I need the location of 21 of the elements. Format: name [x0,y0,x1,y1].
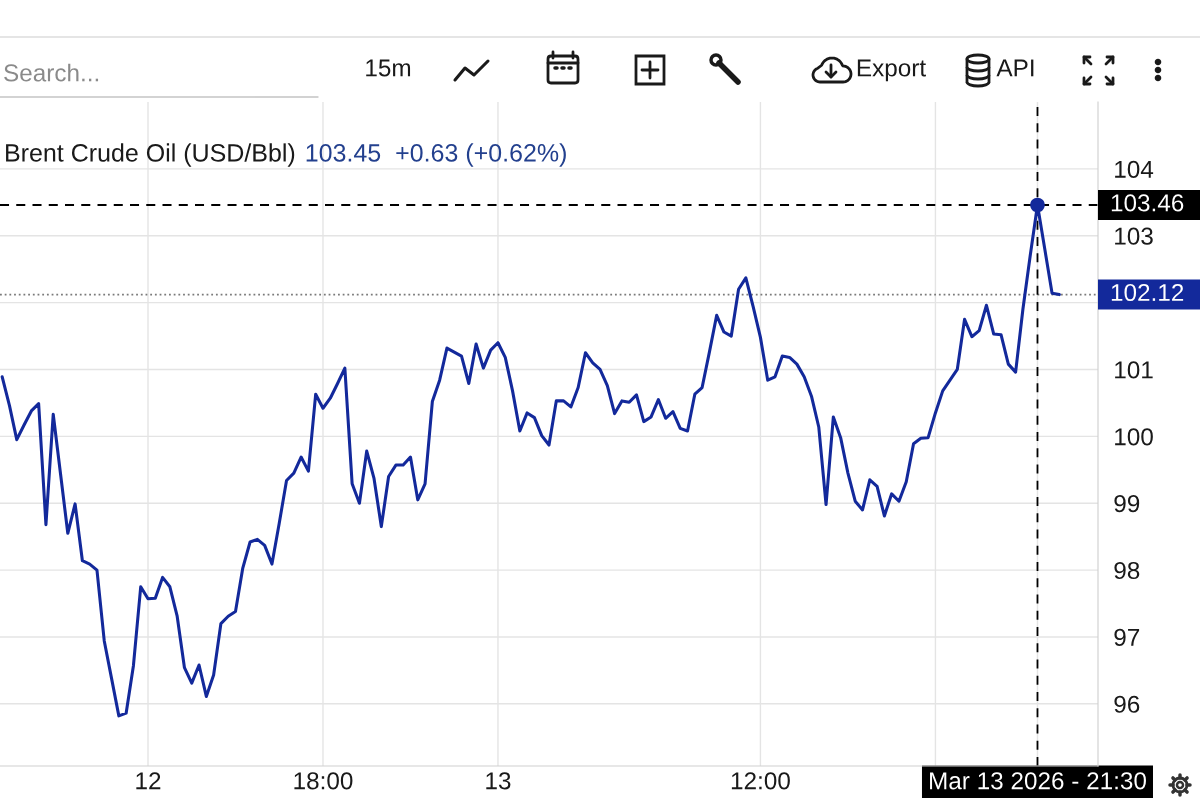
y-tick-label: 96 [1114,695,1140,713]
text: Search... [4,63,99,82]
y-tick-label: 97 [1114,628,1140,646]
y-tick-label: 101 [1115,361,1153,379]
x-tick-label: 12:00 [731,772,790,790]
y-tick-label: 98 [1114,561,1140,580]
text: 103.45 +0.63 (+0.62%) [306,143,566,167]
x-tick-label: 12 [136,772,161,790]
y-tick-label: 104 [1115,160,1154,178]
text: 15m [366,59,411,77]
x-tick-label: Mar 13 2026 - 21:30 [930,772,1146,790]
y-tick-label: 100 [1115,428,1153,446]
y-tick-label: 103 [1115,227,1153,245]
y-tick-label: 99 [1114,495,1140,513]
text: Brent Crude Oil (USD/Bbl) [6,143,295,167]
x-tick-label: 13 [486,772,511,790]
ref-line-label: 102.12 [1111,283,1184,302]
ref-line-label: 103.46 [1111,194,1184,212]
text: API [996,59,1034,77]
x-tick-label: 18:00 [294,772,353,790]
text: Export [857,59,926,82]
